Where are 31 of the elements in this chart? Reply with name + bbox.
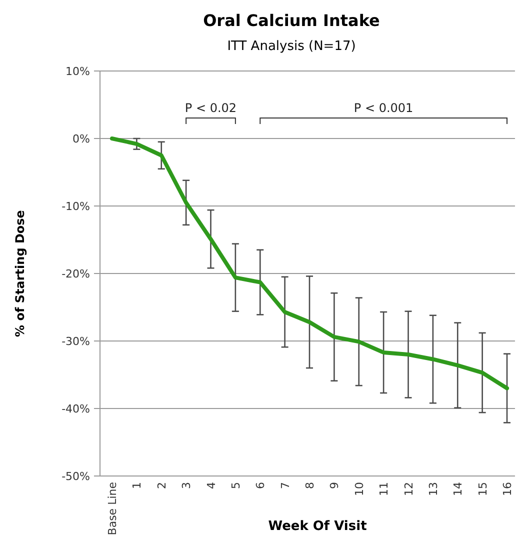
x-tick-label: 4	[204, 482, 218, 489]
x-tick-label: 11	[378, 482, 391, 496]
x-tick-label: 1	[130, 482, 144, 489]
x-tick-label: 14	[452, 482, 465, 496]
y-axis-title: % of Starting Dose	[13, 210, 27, 337]
x-tick-label: 12	[402, 482, 416, 496]
x-tick-label: 13	[426, 482, 440, 496]
x-tick-label: Base Line	[106, 482, 119, 536]
x-tick-label: 10	[352, 482, 366, 496]
y-tick-label: -30%	[62, 334, 90, 348]
x-tick-label: 8	[304, 482, 316, 489]
x-tick-label: 6	[254, 482, 268, 489]
y-tick-label: 0%	[72, 132, 90, 146]
y-tick-label: -40%	[62, 402, 90, 416]
line-series	[110, 136, 509, 390]
x-tick-label: 16	[501, 482, 514, 496]
x-tick-label: 2	[155, 482, 168, 489]
annotation: P < 0.02	[184, 101, 237, 115]
chart-title: Oral Calcium Intake	[203, 11, 380, 30]
chart-subtitle: ITT Analysis (N=17)	[227, 39, 356, 54]
x-axis-title: Week Of Visit	[268, 519, 367, 534]
y-tick-label: -50%	[62, 470, 90, 483]
x-tick-label: 7	[278, 482, 292, 489]
x-tick-label: 3	[180, 482, 194, 489]
x-tick-label: 5	[229, 482, 242, 489]
y-tick-label: -10%	[62, 200, 90, 213]
y-tick-label: 10%	[66, 64, 90, 78]
x-tick-label: 15	[476, 482, 490, 496]
y-tick-label: -20%	[62, 267, 90, 280]
annotation: P < 0.001	[354, 101, 414, 115]
x-tick-label: 9	[328, 482, 342, 489]
